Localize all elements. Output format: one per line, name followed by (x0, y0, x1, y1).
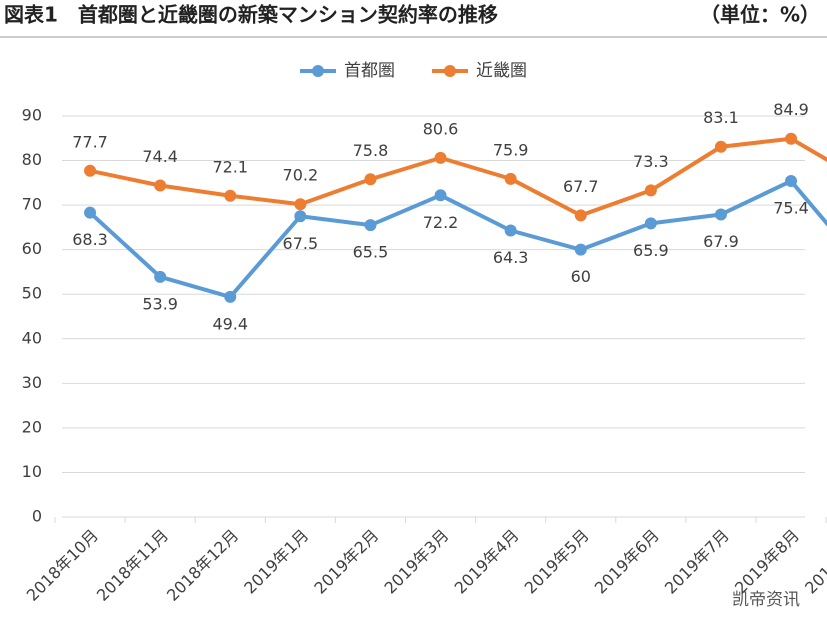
y-tick-label: 0 (32, 507, 42, 526)
y-tick-label: 80 (22, 150, 42, 169)
point (84, 164, 97, 177)
x-tick-label: 2019年1月 (240, 526, 312, 598)
point (224, 290, 237, 303)
y-tick-label: 40 (22, 328, 42, 347)
legend-label: 首都圏 (344, 61, 395, 81)
x-tick-label: 2019年9月 (801, 526, 827, 598)
y-tick-label: 20 (22, 417, 42, 436)
x-tick-label: 2018年12月 (163, 526, 242, 605)
data-label: 65.5 (353, 243, 389, 262)
chart-subtitle: （単位：%） (700, 3, 820, 27)
data-label: 64.3 (493, 248, 529, 267)
series-line (88, 179, 827, 299)
x-tick-label: 2019年5月 (521, 526, 593, 598)
y-tick-label: 30 (22, 373, 42, 392)
point (84, 206, 97, 219)
point (294, 210, 307, 223)
point (644, 217, 657, 230)
y-tick-label: 10 (22, 462, 42, 481)
legend-label: 近畿圏 (476, 61, 527, 81)
legend-marker (312, 65, 324, 77)
point (504, 172, 517, 185)
data-label: 84.9 (773, 100, 809, 119)
data-label: 49.4 (212, 314, 248, 333)
data-label: 67.7 (563, 177, 599, 196)
x-tick-label: 2019年3月 (381, 526, 453, 598)
point (364, 173, 377, 186)
data-label: 53.9 (142, 294, 178, 313)
x-tick-label: 2019年7月 (661, 526, 733, 598)
data-label: 73.3 (633, 152, 669, 171)
data-label: 72.2 (423, 213, 459, 232)
data-label: 67.9 (703, 232, 739, 251)
data-label: 72.1 (212, 157, 248, 176)
data-label: 83.1 (703, 108, 739, 127)
x-tick-label: 2019年2月 (310, 526, 382, 598)
watermark: 凯帝资讯 (732, 590, 800, 610)
y-tick-label: 50 (22, 284, 42, 303)
y-tick-label: 70 (22, 195, 42, 214)
data-label: 74.4 (142, 147, 178, 166)
point (434, 151, 447, 164)
data-label: 80.6 (423, 119, 459, 138)
y-tick-label: 90 (22, 106, 42, 125)
x-tick-label: 2019年6月 (591, 526, 663, 598)
point (714, 208, 727, 221)
data-label: 67.5 (283, 234, 319, 253)
point (785, 132, 798, 145)
point (294, 198, 307, 211)
data-label: 65.9 (633, 241, 669, 260)
data-label: 75.9 (493, 140, 529, 159)
point (224, 189, 237, 202)
y-tick-label: 60 (22, 239, 42, 258)
point (574, 243, 587, 256)
point (504, 224, 517, 237)
data-label: 60 (571, 267, 591, 286)
point (785, 175, 798, 188)
data-label: 77.7 (72, 132, 108, 151)
data-label: 70.2 (283, 166, 319, 185)
point (644, 184, 657, 197)
legend-marker (444, 65, 456, 77)
point (714, 140, 727, 153)
point (154, 270, 167, 283)
x-tick-label: 2019年4月 (451, 526, 523, 598)
x-tick-label: 2018年11月 (93, 526, 172, 605)
data-label: 75.4 (773, 199, 809, 218)
point (364, 219, 377, 232)
chart-title: 図表1 首都圏と近畿圏の新築マンション契約率の推移 (4, 3, 498, 27)
data-label: 75.8 (353, 141, 389, 160)
x-tick-label: 2019年8月 (731, 526, 803, 598)
x-tick-label: 2018年10月 (23, 526, 102, 605)
point (154, 179, 167, 192)
point (434, 189, 447, 202)
data-label: 68.3 (72, 230, 108, 249)
point (574, 209, 587, 222)
